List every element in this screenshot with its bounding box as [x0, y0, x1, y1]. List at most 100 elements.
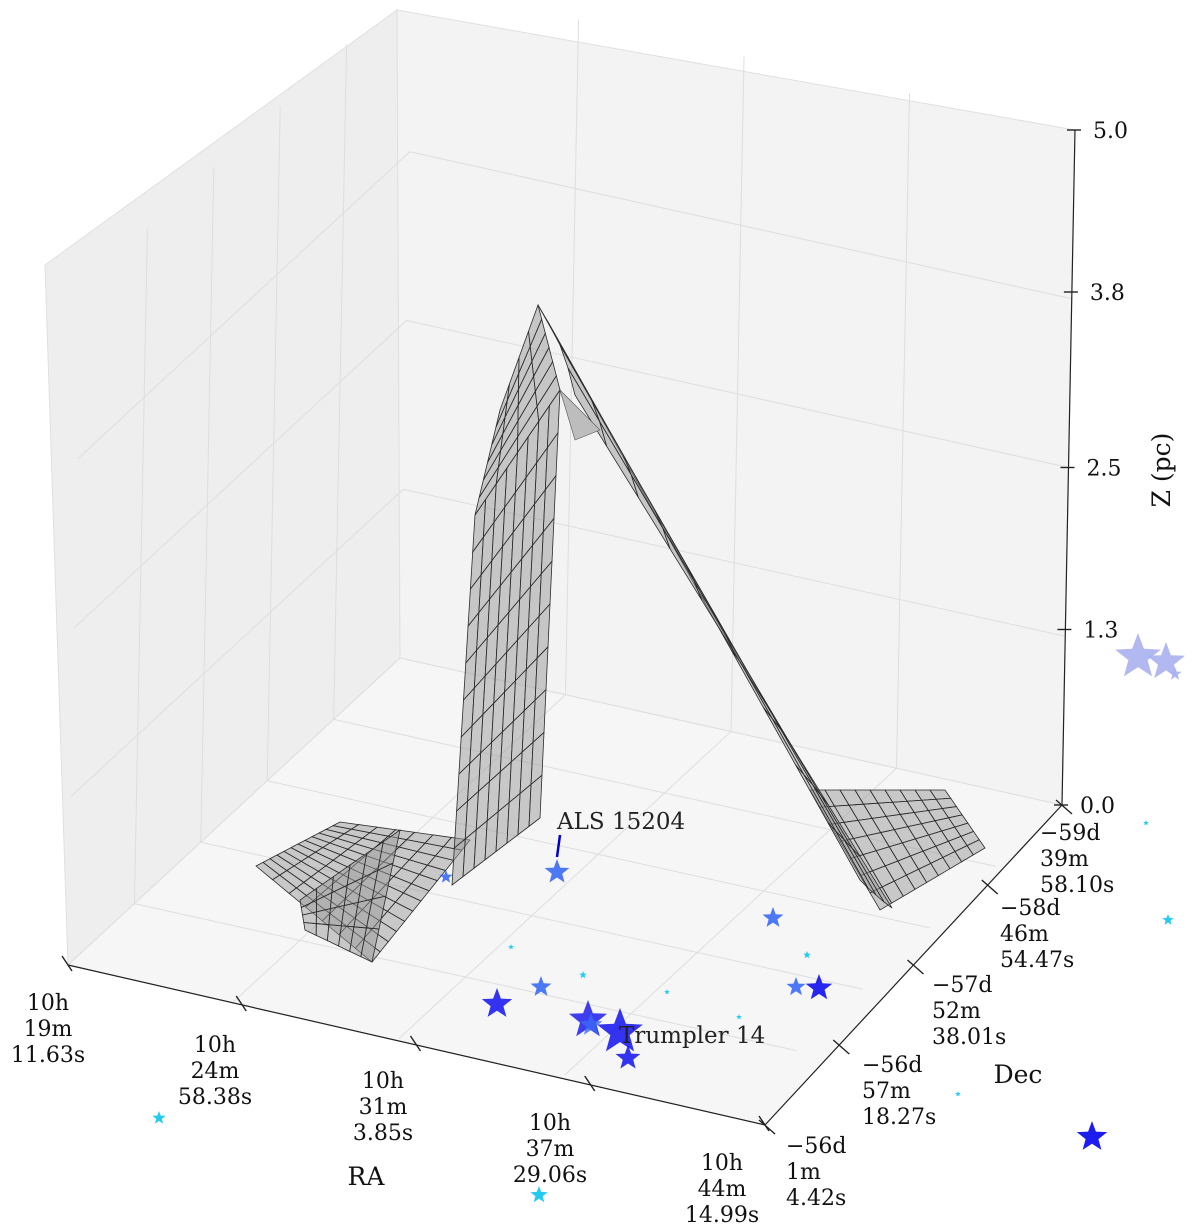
dec-tick-label: −57d 52m 38.01s	[932, 973, 1006, 1050]
dec-tick-label-line: 1m	[786, 1160, 821, 1185]
dec-tick-label-line: 38.01s	[932, 1025, 1006, 1050]
dec-tick-label-line: −57d	[932, 973, 993, 998]
wall-grid-line	[74, 320, 407, 628]
ra-tick-mark	[235, 995, 247, 1012]
star-medium	[530, 976, 552, 996]
ra-tick-mark	[584, 1075, 596, 1092]
star-faded	[1147, 642, 1185, 679]
z-tick-label: 1.3	[1083, 619, 1118, 644]
ra-tick-label: 10h 37m 29.06s	[513, 1111, 587, 1188]
dec-tick-label: −58d 46m 54.47s	[1000, 896, 1074, 973]
ra-tick-label-line: 11.63s	[11, 1043, 85, 1068]
surface-shadow-face	[559, 389, 601, 441]
z-ticks: 0.0 1.3 2.5 3.8 5.0	[1054, 119, 1128, 819]
ra-tick-label-line: 14.99s	[685, 1203, 759, 1228]
dec-tick-label-line: 52m	[932, 999, 981, 1024]
dec-tick-mark	[907, 959, 924, 975]
wall-grid-line	[77, 151, 411, 460]
ra-tick-label-line: 58.38s	[178, 1085, 252, 1110]
dec-ticks: −59d 39m 58.10s−58d 46m 54.47s−57d 52m 38.01s−…	[758, 799, 1114, 1211]
ra-tick-label: 10h 31m 3.85s	[353, 1069, 413, 1146]
wall-grid-line	[409, 151, 1072, 300]
star-small	[664, 989, 670, 995]
dec-tick-label-line: 18.27s	[862, 1105, 936, 1130]
ra-tick-label-line: 3.85s	[353, 1121, 413, 1146]
ra-tick-mark	[409, 1035, 422, 1052]
wall-grid-line	[70, 488, 404, 797]
star-medium	[439, 870, 453, 883]
dec-tick-label-line: 54.47s	[1000, 948, 1074, 973]
wall-grid-line	[406, 320, 1069, 468]
star-bright	[615, 1045, 641, 1069]
star-bright	[569, 1000, 607, 1037]
floor-patch-right	[966, 839, 986, 856]
dec-tick-label-line: −56d	[862, 1053, 923, 1078]
dec-tick-label-line: −58d	[1000, 896, 1061, 921]
ra-tick-label-line: 10h	[701, 1151, 743, 1176]
als-15204-pointer	[555, 834, 562, 858]
z-tick-label: 3.8	[1090, 281, 1125, 306]
z-tick-label: 2.5	[1087, 457, 1122, 482]
ra-tick-label-line: 44m	[698, 1177, 747, 1202]
ra-tick-label-line: 31m	[359, 1095, 408, 1120]
star-small	[1143, 820, 1149, 826]
star-small	[530, 1186, 548, 1203]
ra-tick-label: 10h 19m 11.63s	[11, 991, 85, 1068]
ra-tick-label-line: 29.06s	[513, 1163, 587, 1188]
star-small	[508, 944, 514, 950]
ra-axis-label: RA	[348, 1162, 386, 1191]
surface-descending-slope	[852, 848, 893, 909]
star-medium	[786, 977, 806, 996]
star-small	[736, 1014, 742, 1020]
ra-tick-label: 10h 24m 58.38s	[178, 1033, 252, 1110]
ra-tick-label-line: 19m	[24, 1017, 73, 1042]
star-medium	[544, 859, 570, 883]
star-small	[955, 1091, 961, 1097]
star-small	[803, 951, 811, 959]
dec-tick-label-line: 57m	[862, 1079, 911, 1104]
dec-tick-label-line: 46m	[1000, 922, 1049, 947]
dec-tick-label-line: 4.42s	[786, 1186, 846, 1211]
star-medium	[762, 907, 784, 927]
ra-tick-label-line: 10h	[27, 991, 69, 1016]
dec-tick-mark	[981, 879, 999, 895]
star-bright	[1076, 1121, 1108, 1150]
dec-tick-mark	[1055, 799, 1073, 815]
back-panes	[44, 9, 1076, 1126]
star-bright	[579, 1013, 603, 1035]
floor-patch-left-lower	[299, 887, 318, 909]
annotation-trumpler-14: Trumpler 14	[619, 1023, 765, 1049]
dec-tick-mark	[758, 1119, 776, 1135]
star-faded	[1115, 633, 1161, 677]
dec-tick-mark	[832, 1039, 850, 1055]
dec-tick-label: −56d 57m 18.27s	[862, 1053, 936, 1130]
ra-tick-label: 10h 44m 14.99s	[685, 1151, 759, 1228]
dec-tick-label-line: −56d	[786, 1134, 847, 1159]
star-small	[1162, 914, 1174, 925]
ra-tick-label-line: 37m	[526, 1137, 575, 1162]
dec-tick-label-line: 39m	[1040, 847, 1089, 872]
star-small	[579, 971, 587, 979]
ra-tick-label-line: 10h	[362, 1069, 404, 1094]
dec-axis-label: Dec	[994, 1060, 1043, 1089]
surface-mesh	[255, 303, 986, 963]
star-bright	[597, 1008, 643, 1052]
annotation-als-15204: ALS 15204	[556, 809, 685, 835]
dec-tick-label-line: 58.10s	[1040, 873, 1114, 898]
z-tick-label: 5.0	[1093, 119, 1128, 144]
ra-tick-mark	[61, 955, 73, 972]
ra-tick-label-line: 10h	[194, 1033, 236, 1058]
star-bright	[481, 988, 513, 1017]
star-small	[152, 1111, 166, 1124]
ra-tick-label-line: 10h	[529, 1111, 571, 1136]
star-faded	[1168, 667, 1182, 680]
grid-lines	[70, 19, 1072, 1076]
annotations: ALS 15204 Trumpler 14	[555, 809, 765, 1049]
z-axis-label: Z (pc)	[1147, 433, 1176, 508]
star-bright	[805, 974, 833, 1000]
z-tick-label: 0.0	[1080, 794, 1115, 819]
dec-tick-label-line: −59d	[1040, 821, 1101, 846]
dec-tick-label: −56d 1m 4.42s	[786, 1134, 847, 1211]
